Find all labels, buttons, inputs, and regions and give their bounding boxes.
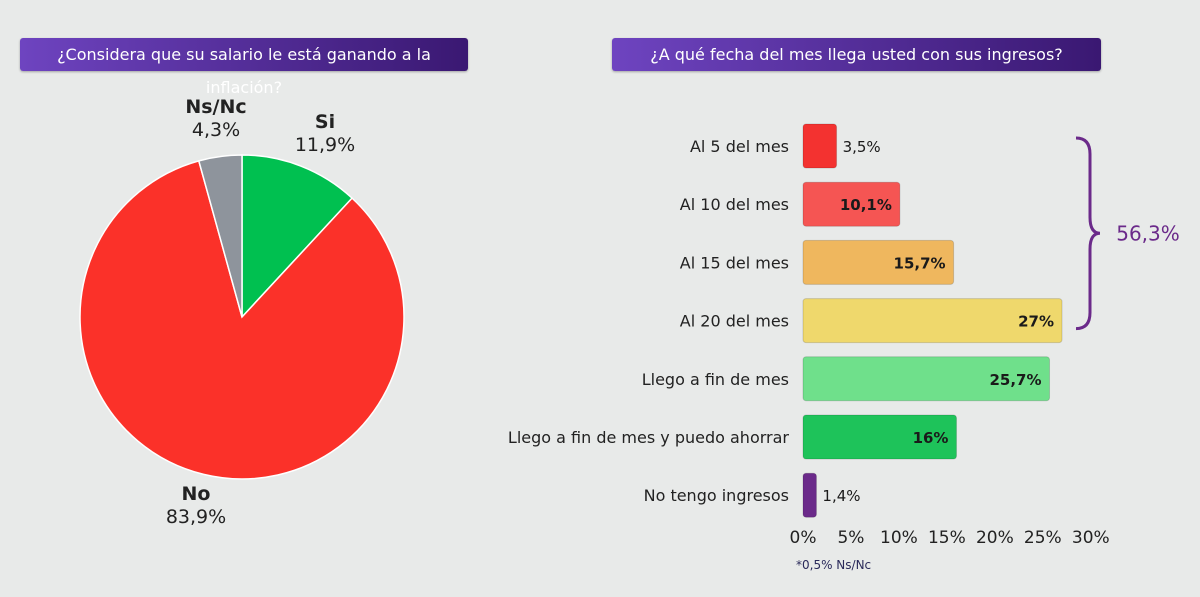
pie-value-label: 11,9% [295,134,355,156]
x-tick-label: 25% [1024,528,1062,548]
footnote: *0,5% Ns/Nc [796,558,872,572]
brace [1075,136,1101,331]
bar [802,181,901,227]
bar [802,414,957,460]
bar-value-label: 16% [913,429,949,447]
pie-slice-si [241,154,354,319]
bar [802,298,1063,344]
pie-label: Si [315,111,335,133]
x-tick-label: 5% [837,528,864,548]
pie-label: No [182,483,211,505]
pie-chart-title: ¿Considera que su salario le está ganand… [20,38,468,97]
bar-value-label: 25,7% [989,371,1041,389]
pie-value-label: 83,9% [166,506,226,528]
x-tick-label: 30% [1072,528,1110,548]
bar-value-label: 27% [1018,313,1054,331]
pie-slice-no [79,159,405,480]
category-label: Al 10 del mes [680,195,789,214]
bar-value-label: 15,7% [894,254,946,272]
pie-slice-ns-nc [197,154,243,318]
bar [802,239,955,285]
pie-value-label: 4,3% [192,119,240,141]
category-label: Al 20 del mes [680,312,789,331]
category-label: No tengo ingresos [644,486,789,505]
x-tick-label: 0% [790,528,817,548]
x-tick-label: 20% [976,528,1014,548]
bar-value-label: 1,4% [822,487,860,505]
category-label: Al 5 del mes [690,137,789,156]
bar [802,123,838,169]
pie-label: Ns/Nc [185,96,246,118]
brace-annotation-label: 56,3% [1116,221,1180,245]
category-label: Llego a fin de mes [642,370,789,389]
bar [802,356,1051,402]
category-label: Al 15 del mes [680,253,789,272]
x-tick-label: 15% [928,528,966,548]
bar-value-label: 3,5% [843,138,881,156]
bar-value-label: 10,1% [840,196,892,214]
bar-chart-title: ¿A qué fecha del mes llega usted con sus… [612,38,1101,71]
bar [802,472,817,518]
x-tick-label: 10% [880,528,918,548]
category-label: Llego a fin de mes y puedo ahorrar [508,428,790,447]
